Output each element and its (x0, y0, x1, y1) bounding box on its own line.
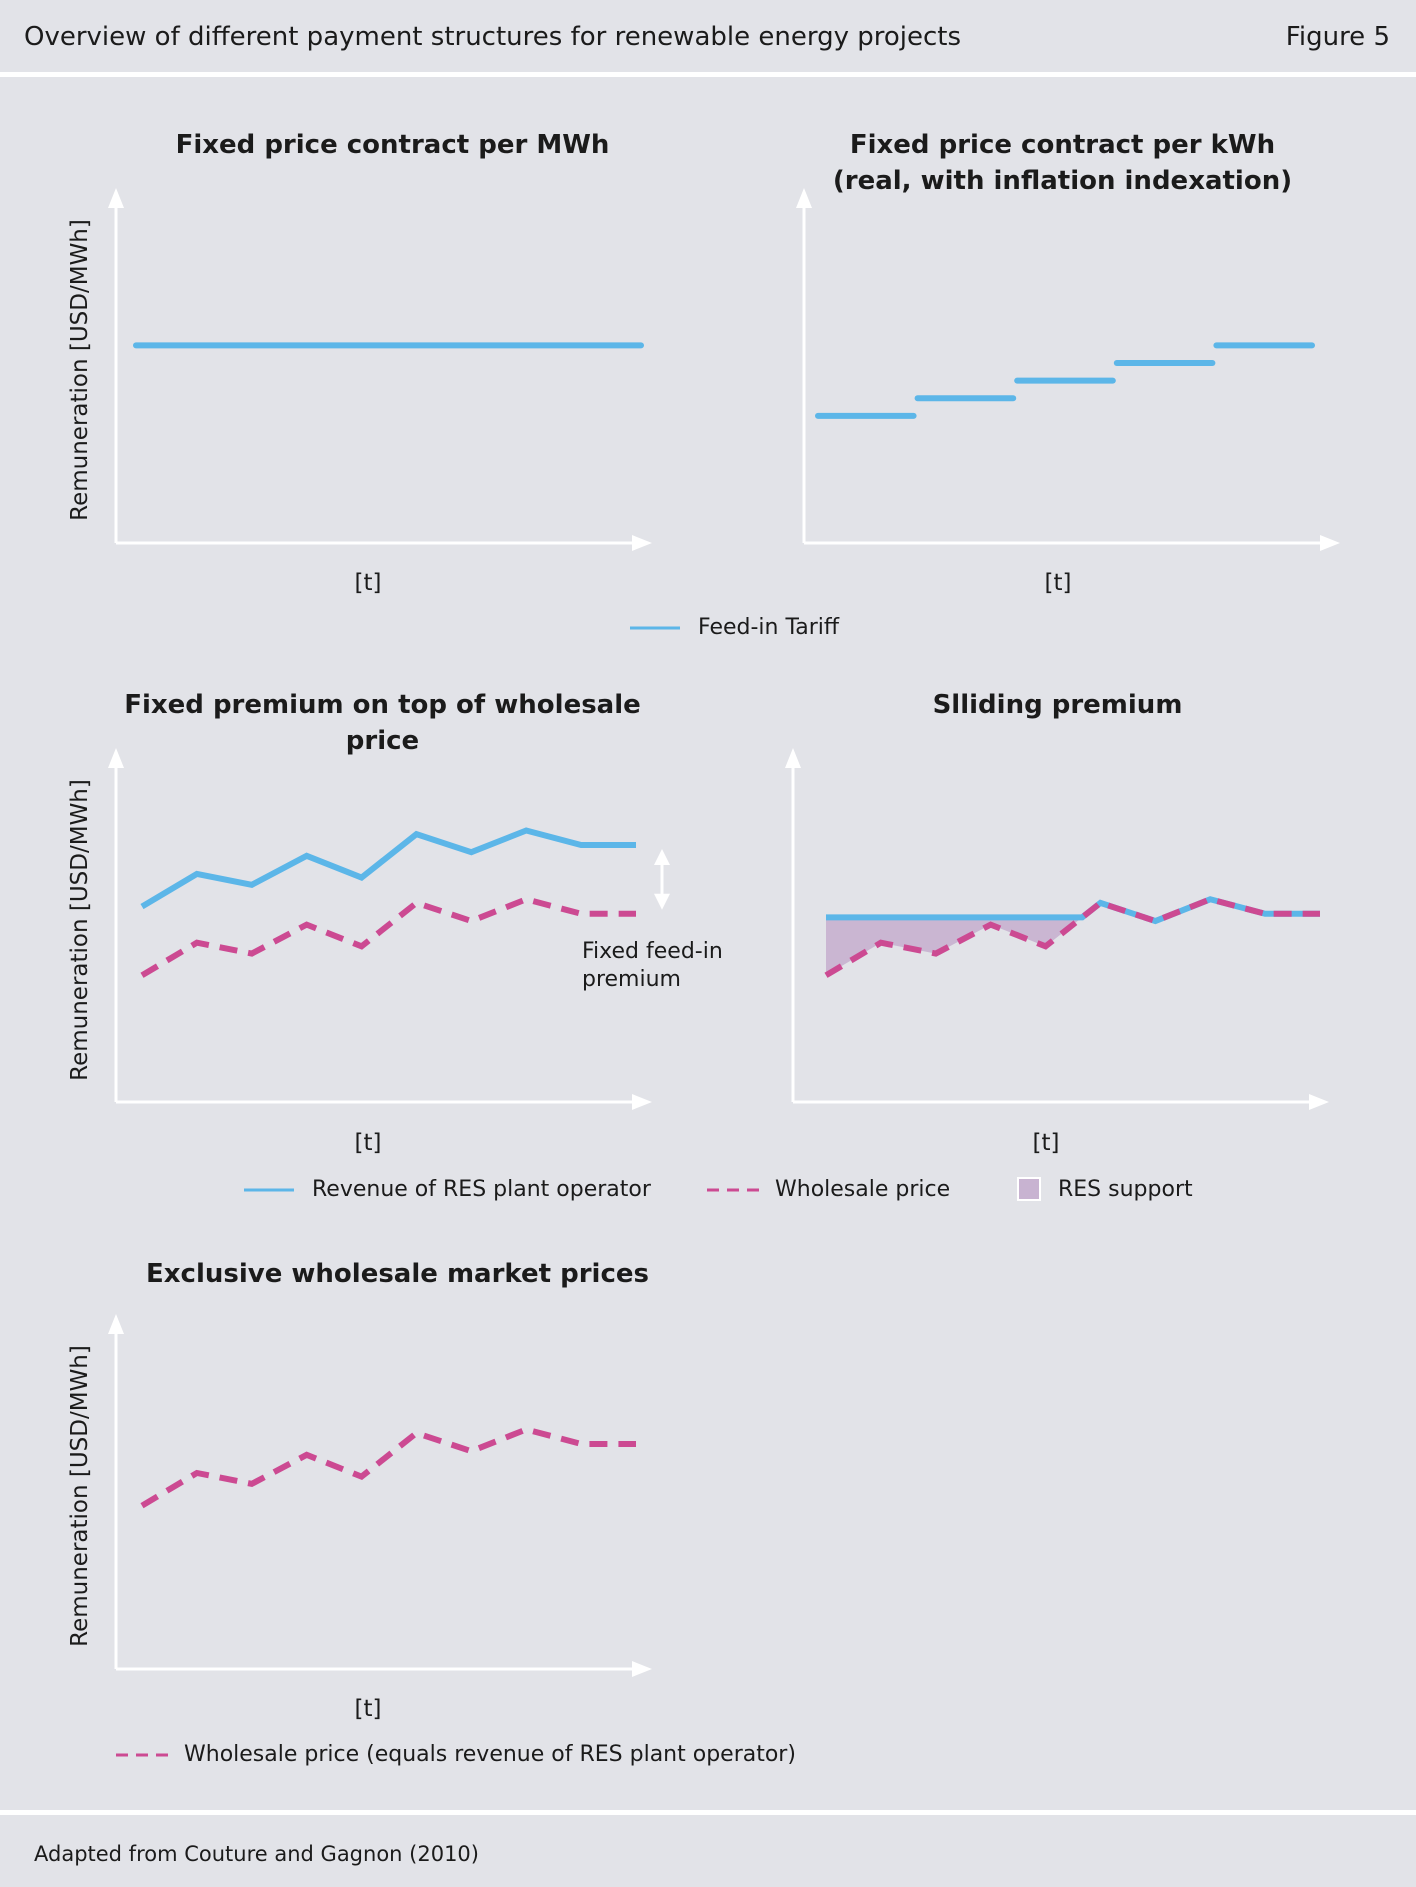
chart4-xlabel: [t] (1032, 1130, 1060, 1156)
marks-layer (133, 342, 1320, 1509)
chart3-wholesale-line (140, 896, 636, 978)
premium-arrow-head-top (654, 848, 670, 865)
legend-fit-label: Feed-in Tariff (698, 615, 840, 640)
chart4-title: Slliding premium (932, 690, 1183, 720)
legend-swatches-layer (116, 626, 1041, 1757)
legend-wholesale-only-label: Wholesale price (equals revenue of RES p… (184, 1742, 796, 1767)
premium-annotation: Fixed feed-in premium (582, 939, 723, 992)
chart1-y-axis-arrow (108, 188, 124, 208)
chart3-y-axis-arrow (108, 748, 124, 768)
legend-wholesale-label: Wholesale price (775, 1177, 951, 1202)
chart4-y-axis-arrow (785, 748, 801, 768)
axes-layer (108, 188, 1340, 1677)
chart3-xlabel: [t] (354, 1130, 382, 1156)
chart4-wholesale-line (824, 896, 1320, 978)
chart4-x-axis-arrow (1309, 1094, 1329, 1110)
source-note: Adapted from Couture and Gagnon (2010) (34, 1842, 479, 1866)
figure-number: Figure 5 (1285, 22, 1390, 52)
chart2-y-axis-arrow (796, 188, 812, 208)
legend-support-label: RES support (1058, 1177, 1193, 1202)
header-rule (0, 72, 1416, 77)
chart5-y-axis-arrow (108, 1314, 124, 1334)
chart5-xlabel: [t] (354, 1696, 382, 1722)
chart2-x-axis-arrow (1320, 535, 1340, 551)
legend-revenue-label: Revenue of RES plant operator (312, 1177, 651, 1202)
chart1-x-axis-arrow (632, 535, 652, 551)
chart3-x-axis-arrow (632, 1094, 652, 1110)
premium-arrow-head-bottom (654, 893, 670, 910)
chart1-title: Fixed price contract per MWh (175, 130, 610, 160)
chart2-xlabel: [t] (1044, 570, 1072, 596)
chart5-title: Exclusive wholesale market prices (146, 1259, 649, 1289)
chart4-support-area (826, 917, 1083, 976)
figure-title: Overview of different payment structures… (24, 22, 962, 52)
legend-support-swatch (1017, 1177, 1041, 1201)
chart2-title: Fixed price contract per kWh (real, with… (832, 130, 1293, 196)
chart3-revenue-line (140, 827, 636, 910)
chart5-wholesale-line (140, 1426, 636, 1509)
chart5-x-axis-arrow (632, 1661, 652, 1677)
footer-rule (0, 1810, 1416, 1815)
chart1-xlabel: [t] (354, 570, 382, 596)
chart3-title: Fixed premium on top of wholesale price (124, 690, 641, 756)
